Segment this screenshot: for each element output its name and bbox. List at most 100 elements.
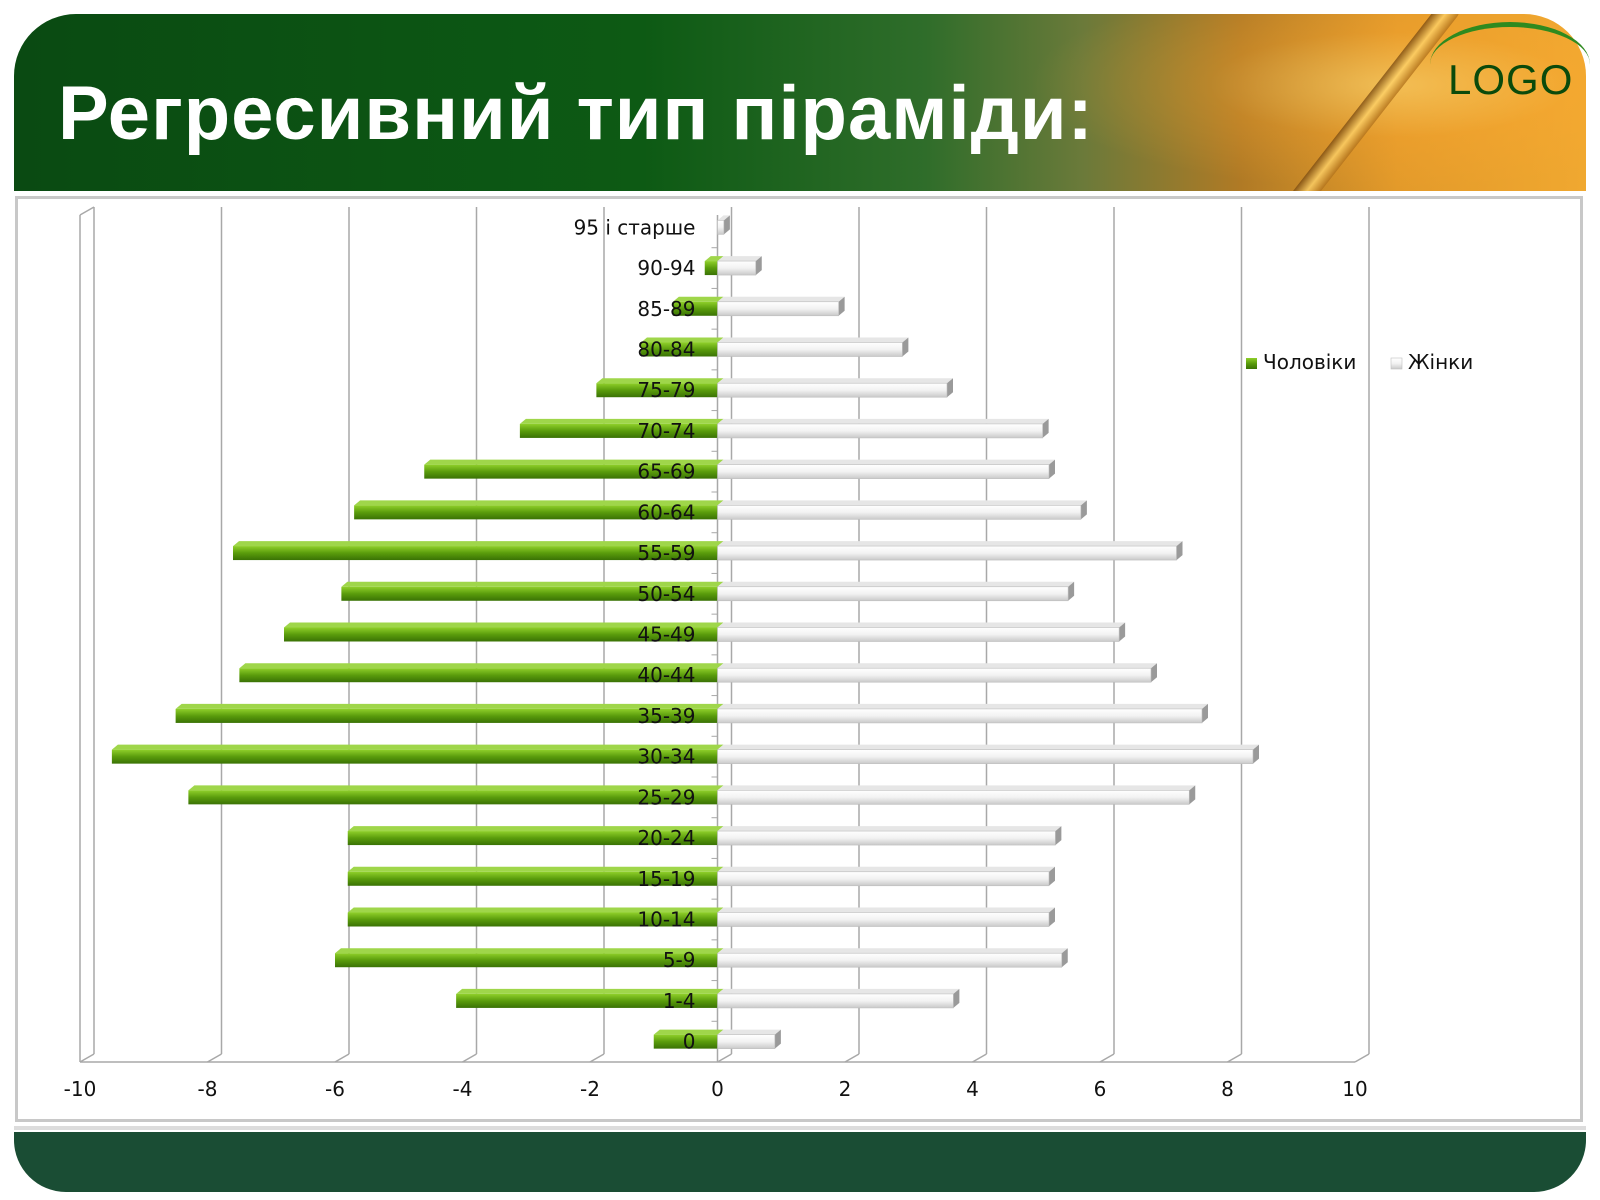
- female-bar-top: [717, 418, 1049, 424]
- male-bar-top: [175, 703, 724, 709]
- male-bar: [347, 871, 718, 886]
- female-bar-top: [717, 337, 909, 343]
- category-label: 55-59: [637, 541, 695, 565]
- male-bar-top: [347, 907, 724, 913]
- female-bar-top: [717, 866, 1055, 872]
- legend-swatch-male: [1246, 358, 1257, 369]
- male-bar-top: [641, 337, 724, 343]
- x-tick-label: 0: [711, 1077, 724, 1101]
- male-bar: [341, 586, 718, 601]
- male-bar-top: [354, 500, 724, 506]
- female-bar-top: [717, 378, 953, 384]
- male-bar-top: [335, 948, 724, 954]
- category-label: 0: [683, 1030, 696, 1054]
- category-labels: 0 1-4 5-9 10-14 15-19 20-24 25-29 30-34 35-39 40-…: [574, 215, 718, 1063]
- female-bar-side: [1176, 541, 1183, 561]
- category-label: 25-29: [637, 785, 695, 809]
- gridline-floor: [844, 1053, 860, 1063]
- population-pyramid-chart: 01-45-910-1415-1920-2425-2930-3435-3940-…: [64, 206, 1473, 1101]
- category-label: 5-9: [663, 948, 696, 972]
- female-bar: [717, 667, 1152, 683]
- male-bar: [456, 993, 718, 1008]
- female-bar-top: [717, 1029, 781, 1035]
- female-bar-top: [717, 785, 1196, 791]
- x-tick-label: -10: [64, 1077, 97, 1101]
- slide-title: Регресивний тип піраміди:: [58, 71, 1094, 156]
- female-bar: [717, 830, 1056, 846]
- male-bar: [347, 831, 718, 846]
- female-bar-side: [947, 378, 953, 398]
- x-tick-label: -8: [198, 1077, 218, 1101]
- female-bar-side: [1049, 907, 1055, 927]
- male-bar: [335, 953, 718, 968]
- female-bar: [717, 912, 1050, 927]
- male-bar-top: [672, 296, 724, 302]
- female-bar: [717, 790, 1190, 805]
- male-bar: [111, 749, 718, 764]
- male-bar: [188, 790, 718, 805]
- female-bar-side: [1042, 418, 1049, 438]
- female-bar-side: [1253, 744, 1259, 764]
- gridline-floor: [79, 1053, 95, 1063]
- category-label: 70-74: [637, 419, 695, 443]
- legend-label-female: Жінки: [1408, 350, 1473, 374]
- category-label: 85-89: [637, 297, 695, 321]
- gridline-floor: [1227, 1053, 1242, 1063]
- male-bar-top: [284, 622, 724, 628]
- female-bar-side: [838, 296, 845, 316]
- x-tick-label: 2: [839, 1077, 852, 1101]
- male-bar-top: [347, 826, 724, 832]
- female-bar: [717, 220, 725, 235]
- female-bar: [717, 382, 948, 398]
- female-bar: [717, 301, 839, 317]
- female-bar-top: [717, 744, 1259, 750]
- female-bar-top: [717, 581, 1075, 587]
- x-axis-ticks: -10 -8 -6 -4 -2 0 2 4 6 8 10: [64, 1077, 1368, 1101]
- gridline-floor: [1099, 1053, 1115, 1063]
- gridline-floor: [1354, 1053, 1370, 1063]
- x-tick-label: -2: [580, 1077, 600, 1101]
- female-bar: [717, 627, 1120, 642]
- female-bar: [717, 871, 1050, 887]
- gridline-floor: [334, 1053, 350, 1063]
- category-label: 75-79: [637, 378, 695, 402]
- category-label: 95 і старше: [574, 215, 696, 239]
- female-bar-side: [1202, 703, 1208, 723]
- female-bar-side: [1055, 826, 1062, 846]
- male-bar-top: [653, 1029, 724, 1035]
- chart-frame: 0 1-4 5-9 10-14 15-19 20-24 25-29 30-34 35-39 40-…: [15, 196, 1583, 1122]
- female-bar-top: [717, 948, 1068, 954]
- female-bar-side: [1080, 500, 1087, 520]
- female-bar-side: [1049, 866, 1055, 886]
- logo-arc-icon: [1430, 22, 1590, 107]
- female-bar-side: [755, 256, 762, 276]
- female-bar-side: [1049, 459, 1055, 479]
- male-bar: [347, 912, 718, 927]
- gridline-floor: [462, 1053, 477, 1063]
- male-bar-top: [188, 785, 724, 791]
- x-tick-label: 6: [1094, 1077, 1107, 1101]
- female-bar-top: [717, 459, 1055, 465]
- y-axis-line-left-top: [79, 206, 95, 216]
- x-tick-label: -4: [453, 1077, 473, 1101]
- x-tick-label: 8: [1221, 1077, 1234, 1101]
- female-bar-top: [717, 622, 1126, 628]
- category-label: 1-4: [663, 989, 696, 1013]
- female-bar: [717, 708, 1203, 724]
- male-bar-top: [519, 418, 724, 424]
- female-bar-top: [717, 663, 1157, 669]
- female-bar: [717, 545, 1177, 561]
- male-bar-top: [596, 378, 724, 384]
- gridline-floor: [207, 1053, 222, 1063]
- male-bar: [641, 342, 718, 357]
- legend-label-male: Чоловіки: [1263, 350, 1356, 374]
- female-bar: [717, 260, 757, 276]
- male-bar: [704, 261, 718, 276]
- category-label: 40-44: [637, 663, 695, 687]
- female-bar-top: [717, 256, 762, 262]
- category-label: 45-49: [637, 623, 695, 647]
- female-bar-side: [902, 337, 909, 357]
- female-bar-side: [774, 1029, 781, 1049]
- female-bar-top: [717, 826, 1062, 832]
- female-bar: [717, 749, 1254, 764]
